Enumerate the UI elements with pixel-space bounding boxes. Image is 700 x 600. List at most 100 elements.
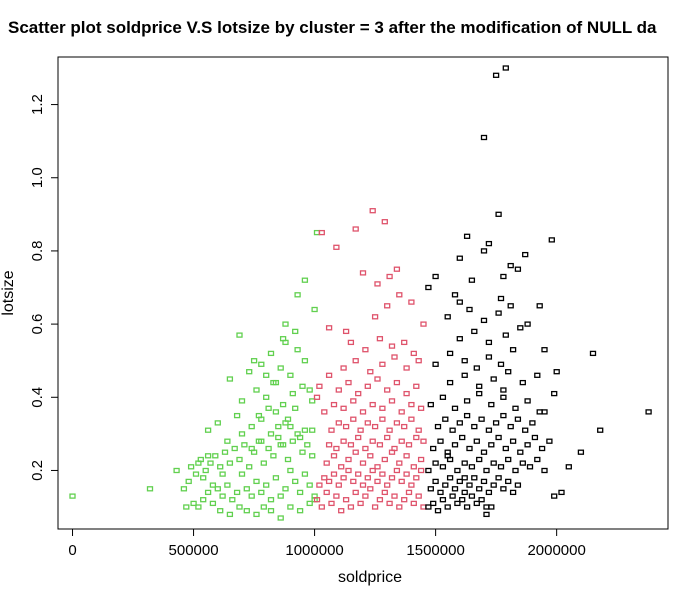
data-point xyxy=(323,489,330,496)
data-point xyxy=(405,442,413,448)
data-point xyxy=(497,361,505,367)
data-point xyxy=(446,350,454,357)
data-point xyxy=(456,255,463,261)
data-point xyxy=(463,233,471,239)
data-point xyxy=(352,489,359,496)
data-point xyxy=(357,427,364,433)
data-point xyxy=(420,438,427,444)
data-point xyxy=(359,409,367,415)
data-point xyxy=(338,508,345,514)
data-point xyxy=(553,369,560,375)
data-point xyxy=(306,500,313,507)
data-point xyxy=(294,347,301,353)
data-point xyxy=(541,467,548,474)
data-point xyxy=(253,511,260,518)
data-point xyxy=(417,467,425,474)
data-point xyxy=(325,442,333,448)
data-point xyxy=(512,467,519,474)
data-point xyxy=(401,423,408,430)
data-point xyxy=(507,423,514,430)
data-point xyxy=(432,361,439,367)
data-point xyxy=(275,423,282,430)
data-point xyxy=(355,434,362,441)
data-point xyxy=(442,416,449,422)
data-point xyxy=(451,442,459,448)
data-point xyxy=(330,401,338,408)
data-point xyxy=(255,412,263,419)
data-point xyxy=(468,277,476,283)
data-point xyxy=(355,471,362,477)
data-point xyxy=(226,511,234,518)
data-point xyxy=(519,379,526,386)
data-point xyxy=(238,398,246,404)
data-point xyxy=(505,369,512,375)
data-point xyxy=(444,504,451,510)
data-point xyxy=(238,431,246,437)
data-point xyxy=(209,500,217,507)
data-point xyxy=(204,453,212,459)
data-point xyxy=(369,208,376,214)
y-tick-label: 0.4 xyxy=(29,387,46,408)
data-point xyxy=(299,383,306,389)
data-point xyxy=(275,434,282,441)
data-point xyxy=(415,493,422,499)
data-point xyxy=(466,482,473,488)
data-point xyxy=(371,423,379,430)
data-point xyxy=(204,489,212,496)
data-point xyxy=(391,354,398,360)
data-point xyxy=(301,277,309,283)
data-point xyxy=(495,211,502,217)
data-point xyxy=(541,409,548,415)
data-point xyxy=(432,273,439,280)
data-point xyxy=(296,508,304,514)
data-point xyxy=(338,464,345,470)
data-point xyxy=(524,321,531,327)
data-point xyxy=(309,427,316,433)
data-point xyxy=(522,251,529,258)
data-point xyxy=(328,500,335,507)
data-point xyxy=(359,270,367,276)
data-point xyxy=(333,445,340,452)
data-point xyxy=(279,336,287,342)
data-point xyxy=(340,438,347,444)
data-point xyxy=(463,398,471,404)
data-point xyxy=(391,493,398,499)
data-point xyxy=(209,482,217,488)
data-point xyxy=(565,464,572,470)
data-point xyxy=(495,475,502,481)
data-point xyxy=(480,248,488,254)
data-point xyxy=(369,467,376,474)
data-point xyxy=(488,401,495,408)
data-point xyxy=(497,464,505,470)
data-point xyxy=(284,416,292,422)
data-point xyxy=(507,262,514,269)
data-point xyxy=(217,464,224,470)
data-point xyxy=(466,445,473,452)
data-point xyxy=(265,405,272,411)
data-point xyxy=(301,427,309,433)
data-point xyxy=(277,365,284,371)
data-point xyxy=(485,240,493,247)
x-tick-label: 1000000 xyxy=(285,542,343,559)
data-point xyxy=(454,500,461,507)
data-point xyxy=(415,358,422,364)
data-point xyxy=(299,449,306,455)
data-point xyxy=(376,497,384,503)
data-point xyxy=(500,394,507,400)
data-point xyxy=(224,438,231,444)
data-point xyxy=(384,303,391,309)
data-point xyxy=(529,420,536,426)
cluster-2-points xyxy=(313,208,427,514)
data-point xyxy=(294,292,301,298)
data-point xyxy=(369,438,376,444)
data-points xyxy=(69,65,652,521)
data-point xyxy=(478,497,485,503)
data-point xyxy=(388,343,396,349)
data-point xyxy=(241,442,248,448)
data-point xyxy=(495,434,502,441)
data-point xyxy=(439,497,447,503)
data-point xyxy=(463,504,471,510)
data-point xyxy=(250,358,258,364)
data-point xyxy=(410,464,417,470)
data-point xyxy=(379,471,386,477)
